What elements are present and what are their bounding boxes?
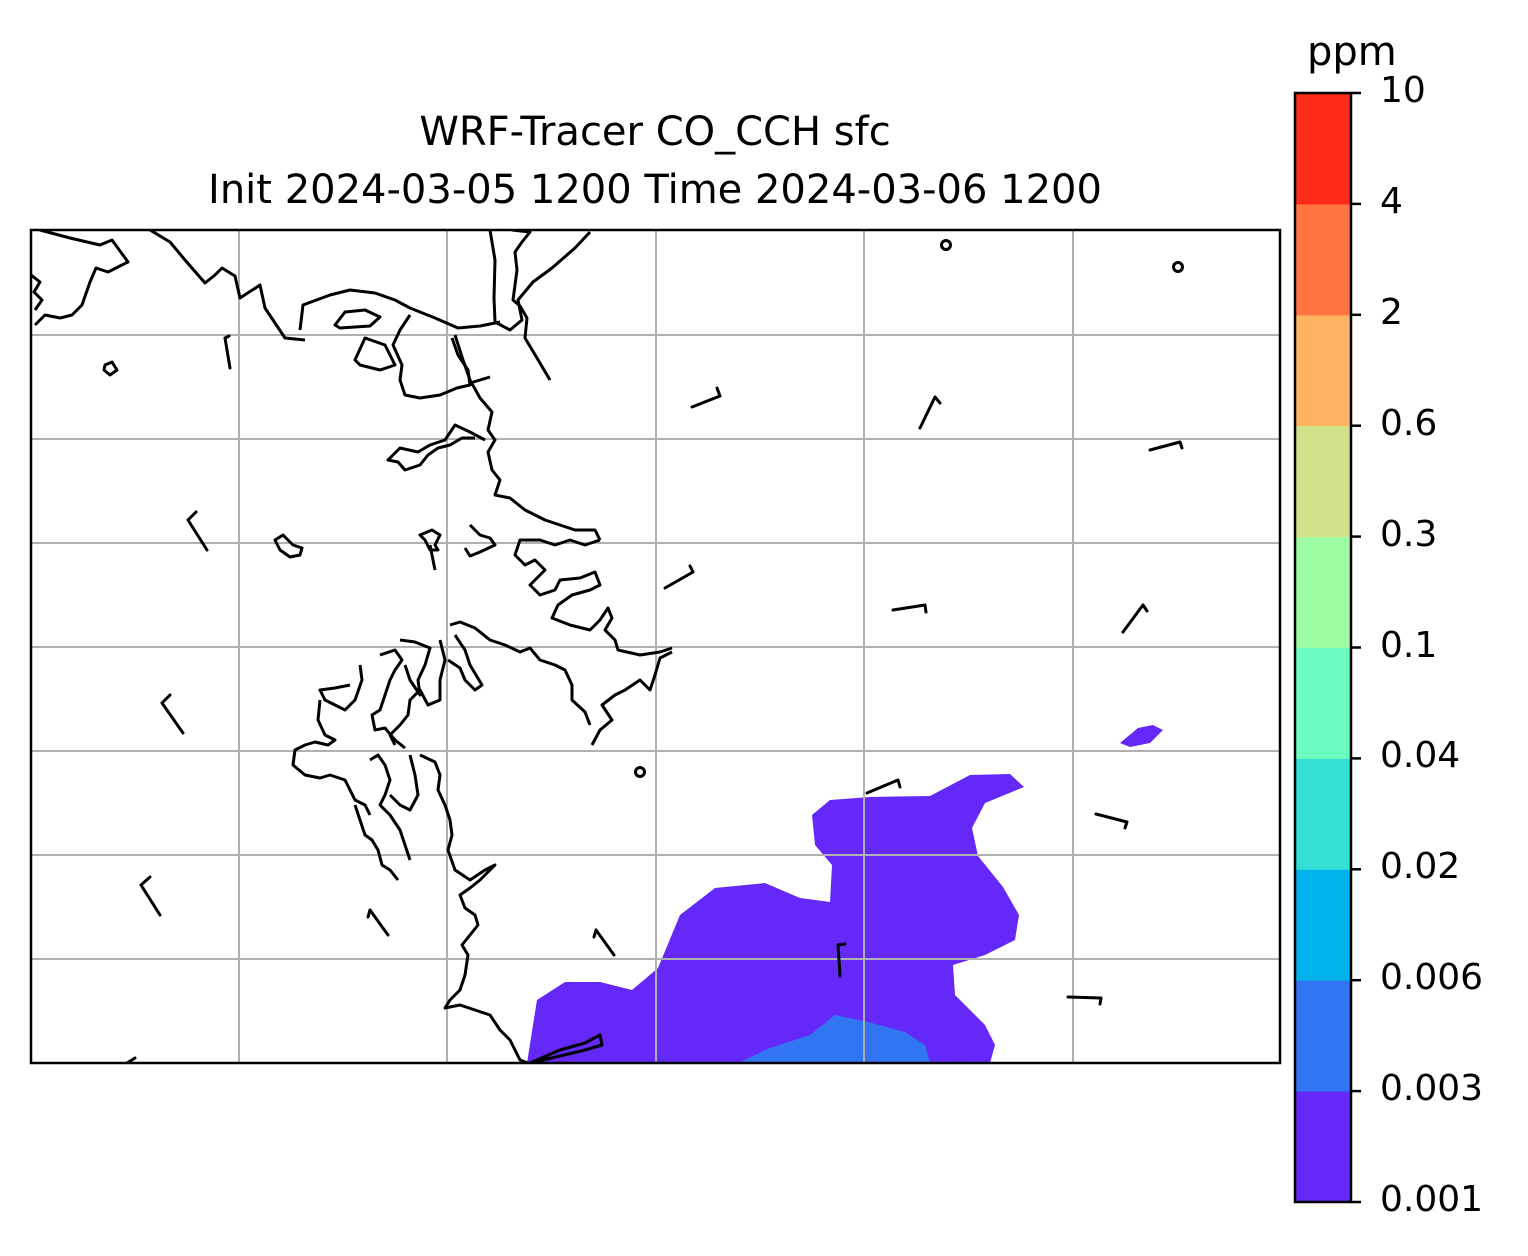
colorbar-segment bbox=[1295, 869, 1351, 981]
colorbar-segments bbox=[1295, 93, 1351, 1203]
colorbar-tick-label: 0.3 bbox=[1380, 513, 1438, 555]
tracer-patch bbox=[1120, 725, 1163, 747]
colorbar-tick-label: 10 bbox=[1380, 70, 1426, 111]
tracer-plume-low bbox=[527, 774, 1024, 1063]
colorbar-tick-label: 2 bbox=[1380, 291, 1403, 333]
colorbar-tick-label: 0.001 bbox=[1380, 1179, 1484, 1220]
colorbar-tick-label: 4 bbox=[1380, 180, 1403, 222]
colorbar-segment bbox=[1295, 93, 1351, 205]
colorbar-tick-label: 0.02 bbox=[1380, 846, 1461, 888]
map-subtitle: Init 2024-03-05 1200 Time 2024-03-06 120… bbox=[208, 167, 1102, 213]
colorbar-tick-label: 0.006 bbox=[1380, 957, 1484, 999]
colorbar-unit-label: ppm bbox=[1307, 29, 1397, 75]
colorbar-segment bbox=[1295, 203, 1351, 316]
colorbar-segment bbox=[1295, 758, 1351, 870]
tracer-plume-mid bbox=[738, 1015, 930, 1063]
colorbar-tick-label: 0.003 bbox=[1380, 1068, 1484, 1110]
colorbar-segment bbox=[1295, 1091, 1351, 1203]
colorbar-tick-label: 0.1 bbox=[1380, 624, 1438, 666]
colorbar bbox=[1293, 91, 1361, 1204]
colorbar-segment bbox=[1295, 314, 1351, 427]
colorbar-segment bbox=[1295, 536, 1351, 648]
colorbar-segment bbox=[1295, 647, 1351, 759]
gridlines bbox=[31, 230, 1280, 1063]
map-title: WRF-Tracer CO_CCH sfc bbox=[419, 109, 891, 155]
colorbar-segment bbox=[1295, 425, 1351, 538]
map-frame bbox=[29, 228, 1282, 1065]
colorbar-tick-label: 0.6 bbox=[1380, 402, 1438, 444]
colorbar-segment bbox=[1295, 980, 1351, 1092]
coastlines bbox=[31, 230, 1184, 1063]
colorbar-ticks bbox=[1351, 91, 1361, 1204]
colorbar-tick-label: 0.04 bbox=[1380, 735, 1461, 777]
